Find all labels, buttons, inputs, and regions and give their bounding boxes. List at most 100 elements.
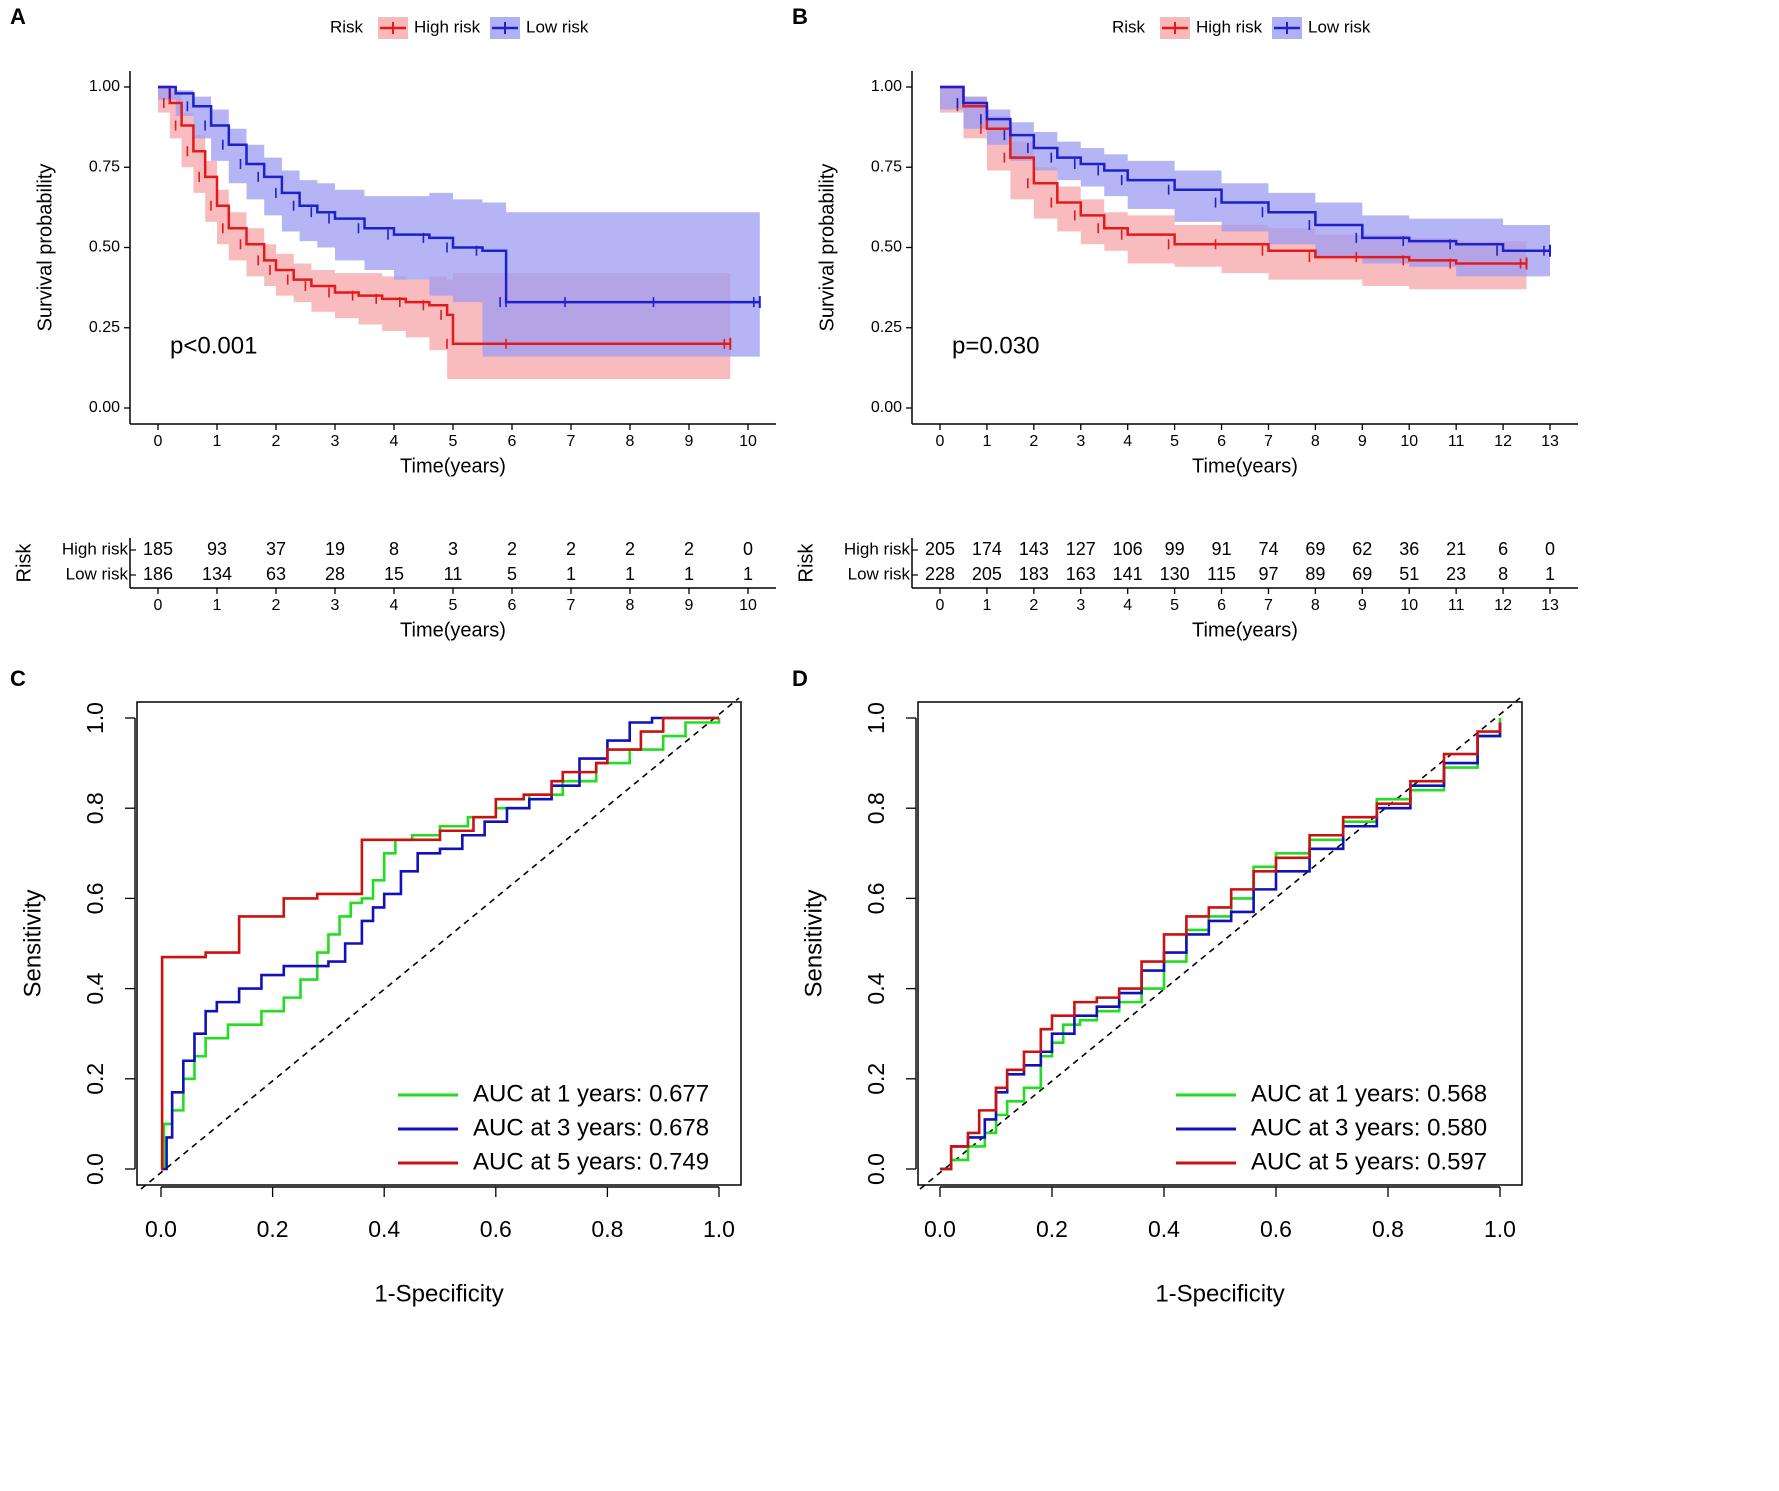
roc-d-legend-label-1: AUC at 3 years: 0.580 bbox=[1251, 1114, 1487, 1141]
roc-d-ytick-label-3: 0.6 bbox=[863, 882, 889, 914]
km-b-curve-0 bbox=[940, 85, 1527, 265]
km-b-xtick-label-3: 3 bbox=[1076, 433, 1085, 450]
km-b-xtick-label-10: 10 bbox=[1400, 433, 1418, 450]
km-b-table-xtick-label-7: 7 bbox=[1264, 597, 1273, 614]
km-b-ytick-label-0: 0.00 bbox=[871, 399, 902, 416]
roc-d-xlabel: 1-Specificity bbox=[1155, 1280, 1284, 1307]
km-b-table-cell-1-10: 51 bbox=[1399, 564, 1419, 584]
roc-d-legend-label-0: AUC at 1 years: 0.568 bbox=[1251, 1080, 1487, 1107]
km-b-xtick-label-6: 6 bbox=[1217, 433, 1226, 450]
km-a-table-cell-0-3: 19 bbox=[325, 539, 345, 559]
km-a-xtick-label-3: 3 bbox=[331, 433, 340, 450]
km-a-xtick-label-8: 8 bbox=[626, 433, 635, 450]
km-a-curve-0 bbox=[158, 85, 731, 346]
km-b-table-cell-0-7: 74 bbox=[1258, 539, 1278, 559]
km-a-xtick-label-6: 6 bbox=[508, 433, 517, 450]
km-b-legend-item-0: High risk bbox=[1196, 17, 1263, 36]
roc-d-ytick-label-1: 0.2 bbox=[863, 1063, 889, 1095]
roc-c-xtick-label-5: 1.0 bbox=[703, 1216, 735, 1242]
km-b-ytick-label-4: 1.00 bbox=[871, 78, 902, 95]
km-a-table-cell-0-6: 2 bbox=[507, 539, 517, 559]
km-a-table-cell-0-9: 2 bbox=[684, 539, 694, 559]
km-a-pvalue: p<0.001 bbox=[170, 332, 257, 359]
km-a-table-cell-1-6: 5 bbox=[507, 564, 517, 584]
km-b-xtick-label-7: 7 bbox=[1264, 433, 1273, 450]
km-a-table-xtick-label-1: 1 bbox=[213, 597, 222, 614]
roc-d-ytick-label-0: 0.0 bbox=[863, 1153, 889, 1185]
km-a-table-cell-1-4: 15 bbox=[384, 564, 404, 584]
km-b-table-xlabel: Time(years) bbox=[1192, 619, 1298, 641]
km-a-table-cell-0-7: 2 bbox=[566, 539, 576, 559]
roc-d-xtick-label-0: 0.0 bbox=[924, 1216, 956, 1242]
km-b-xtick-label-13: 13 bbox=[1541, 433, 1559, 450]
km-b-table-cell-1-1: 205 bbox=[972, 564, 1002, 584]
km-a-table-xtick-label-8: 8 bbox=[626, 597, 635, 614]
roc-c-ylabel: Sensitivity bbox=[19, 889, 46, 997]
km-b-table-xtick-label-1: 1 bbox=[982, 597, 991, 614]
roc-c-xtick-label-2: 0.4 bbox=[368, 1216, 400, 1242]
roc-c-ytick-label-5: 1.0 bbox=[82, 702, 108, 734]
km-a-xlabel: Time(years) bbox=[400, 455, 506, 477]
km-a-xtick-label-7: 7 bbox=[567, 433, 576, 450]
km-a-table-cell-0-5: 3 bbox=[448, 539, 458, 559]
km-b-table-cell-1-6: 115 bbox=[1207, 564, 1236, 584]
roc-c-ytick-label-4: 0.8 bbox=[82, 792, 108, 824]
km-b-xtick-label-11: 11 bbox=[1448, 433, 1465, 450]
km-a-table-cell-0-4: 8 bbox=[389, 539, 399, 559]
km-a-table-cell-1-8: 1 bbox=[625, 564, 635, 584]
km-b-legend-title: Risk bbox=[1112, 17, 1146, 36]
km-b-table-cell-1-7: 97 bbox=[1258, 564, 1278, 584]
km-b-xtick-label-12: 12 bbox=[1494, 433, 1512, 450]
km-a-legend-item-0: High risk bbox=[414, 17, 481, 36]
roc-c-legend-label-2: AUC at 5 years: 0.749 bbox=[473, 1148, 709, 1175]
km-a-table-cell-1-9: 1 bbox=[684, 564, 694, 584]
km-b-table-cell-1-2: 183 bbox=[1019, 564, 1049, 584]
roc-c-ytick-label-1: 0.2 bbox=[82, 1063, 108, 1095]
km-b-table-cell-0-12: 6 bbox=[1498, 539, 1508, 559]
km-b-ytick-label-2: 0.50 bbox=[871, 239, 902, 256]
km-b-table-xtick-label-11: 11 bbox=[1448, 597, 1465, 614]
km-a-table-xtick-label-6: 6 bbox=[508, 597, 517, 614]
km-b-table-xtick-label-10: 10 bbox=[1400, 597, 1418, 614]
km-a-table-cell-0-0: 185 bbox=[143, 539, 173, 559]
roc-c-xtick-label-3: 0.6 bbox=[480, 1216, 512, 1242]
roc-d-xtick-label-2: 0.4 bbox=[1148, 1216, 1180, 1242]
km-a-table-xtick-label-2: 2 bbox=[272, 597, 281, 614]
roc-d-curve-2 bbox=[940, 722, 1502, 1171]
km-a-table-xtick-label-3: 3 bbox=[331, 597, 340, 614]
km-a-table-cell-1-2: 63 bbox=[266, 564, 286, 584]
km-b-xtick-label-0: 0 bbox=[936, 433, 945, 450]
km-b-table-xtick-label-5: 5 bbox=[1170, 597, 1179, 614]
km-b-pvalue: p=0.030 bbox=[952, 332, 1039, 359]
km-a-table-xlabel: Time(years) bbox=[400, 619, 506, 641]
km-a-band-1 bbox=[158, 87, 760, 357]
roc-c-ytick-label-0: 0.0 bbox=[82, 1153, 108, 1185]
km-a-table-xtick-label-7: 7 bbox=[567, 597, 576, 614]
roc-d-ylabel: Sensitivity bbox=[800, 889, 827, 997]
km-b-xtick-label-1: 1 bbox=[982, 433, 991, 450]
km-b-ytick-label-3: 0.75 bbox=[871, 158, 902, 175]
km-b-table-cell-0-13: 0 bbox=[1545, 539, 1555, 559]
km-b-table-cell-1-8: 89 bbox=[1305, 564, 1325, 584]
km-b-table-cell-0-1: 174 bbox=[972, 539, 1002, 559]
km-a-ytick-label-4: 1.00 bbox=[89, 78, 120, 95]
panel-label-b: B bbox=[792, 4, 808, 29]
km-a-xtick-label-2: 2 bbox=[272, 433, 281, 450]
roc-c-xtick-label-1: 0.2 bbox=[257, 1216, 289, 1242]
km-a-table-cell-1-7: 1 bbox=[566, 564, 576, 584]
roc-d-diagonal bbox=[919, 697, 1521, 1190]
km-b-xtick-label-9: 9 bbox=[1358, 433, 1367, 450]
roc-c-xtick-label-4: 0.8 bbox=[591, 1216, 623, 1242]
roc-d-plot-box bbox=[917, 701, 1523, 1186]
km-a-table-xtick-label-10: 10 bbox=[739, 597, 757, 614]
km-b-ytick-label-1: 0.25 bbox=[871, 319, 902, 336]
km-a-xtick-label-0: 0 bbox=[154, 433, 163, 450]
roc-d-xtick-label-1: 0.2 bbox=[1036, 1216, 1068, 1242]
km-a-table-rowname-1: Low risk bbox=[66, 564, 129, 583]
km-a-ytick-label-0: 0.00 bbox=[89, 399, 120, 416]
km-b-table-xtick-label-0: 0 bbox=[936, 597, 945, 614]
km-b-xtick-label-2: 2 bbox=[1029, 433, 1038, 450]
roc-c-legend-label-1: AUC at 3 years: 0.678 bbox=[473, 1114, 709, 1141]
roc-d-xtick-label-4: 0.8 bbox=[1372, 1216, 1404, 1242]
km-b-xlabel: Time(years) bbox=[1192, 455, 1298, 477]
